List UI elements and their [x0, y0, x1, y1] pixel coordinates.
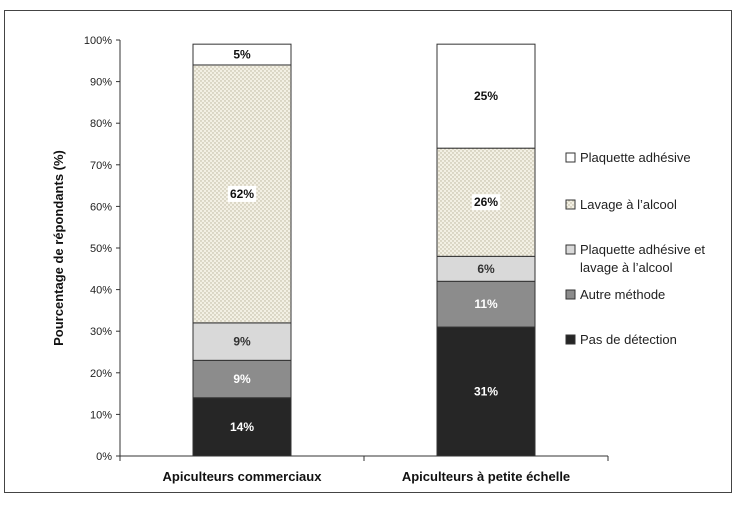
legend-label: Plaquette adhésive: [580, 150, 691, 165]
legend-label: lavage à l’alcool: [580, 260, 673, 275]
data-label: 31%: [474, 385, 498, 399]
y-tick-label: 0%: [96, 451, 112, 463]
y-tick-label: 90%: [90, 77, 112, 89]
y-tick-label: 30%: [90, 326, 112, 338]
chart-frame: [4, 10, 732, 493]
data-label-box: [227, 185, 257, 202]
x-category-label: Apiculteurs à petite échelle: [402, 469, 570, 484]
legend-swatch: [565, 152, 576, 163]
data-label: 25%: [474, 89, 498, 103]
y-tick-label: 10%: [90, 409, 112, 421]
data-label-box: [471, 88, 501, 105]
bar-segment: [436, 280, 536, 328]
bar-segment: [436, 326, 536, 457]
y-tick-label: 70%: [90, 160, 112, 172]
legend-label: Plaquette adhésive et: [580, 242, 705, 257]
y-tick-label: 50%: [90, 243, 112, 255]
y-axis-label: Pourcentage de répondants (%): [51, 150, 66, 346]
bar-segment: [192, 322, 292, 361]
legend: Plaquette adhésive Lavage à l’alcool Plaqu…: [565, 150, 705, 347]
data-label: 14%: [230, 420, 254, 434]
data-label: 5%: [233, 48, 251, 62]
data-label: 26%: [474, 195, 498, 209]
data-label: 9%: [233, 335, 251, 349]
bar-segment: [192, 359, 292, 399]
legend-label: Lavage à l’alcool: [580, 197, 677, 212]
data-label: 9%: [233, 372, 251, 386]
data-label: 62%: [230, 187, 254, 201]
data-label-box: [231, 46, 253, 63]
legend-swatch: [565, 289, 576, 300]
legend-swatch: [565, 199, 576, 210]
y-tick-label: 100%: [84, 35, 112, 47]
legend-label: Autre méthode: [580, 287, 665, 302]
x-category-label: Apiculteurs commerciaux: [163, 469, 323, 484]
data-label: 11%: [474, 297, 498, 311]
plot-area: 0% 10% 20% 30% 40% 50% 60% 70% 80% 90% 100% 14% 9% 9%…: [84, 35, 609, 484]
data-label-box: [471, 194, 501, 211]
legend-swatch: [565, 334, 576, 345]
bar-segment: [192, 397, 292, 457]
y-tick-label: 20%: [90, 368, 112, 380]
y-tick-label: 60%: [90, 201, 112, 213]
y-tick-label: 80%: [90, 118, 112, 130]
legend-label: Pas de détection: [580, 332, 677, 347]
bar-segment: [436, 255, 536, 282]
y-tick-label: 40%: [90, 285, 112, 297]
legend-swatch: [565, 244, 576, 255]
data-label: 6%: [477, 262, 495, 276]
